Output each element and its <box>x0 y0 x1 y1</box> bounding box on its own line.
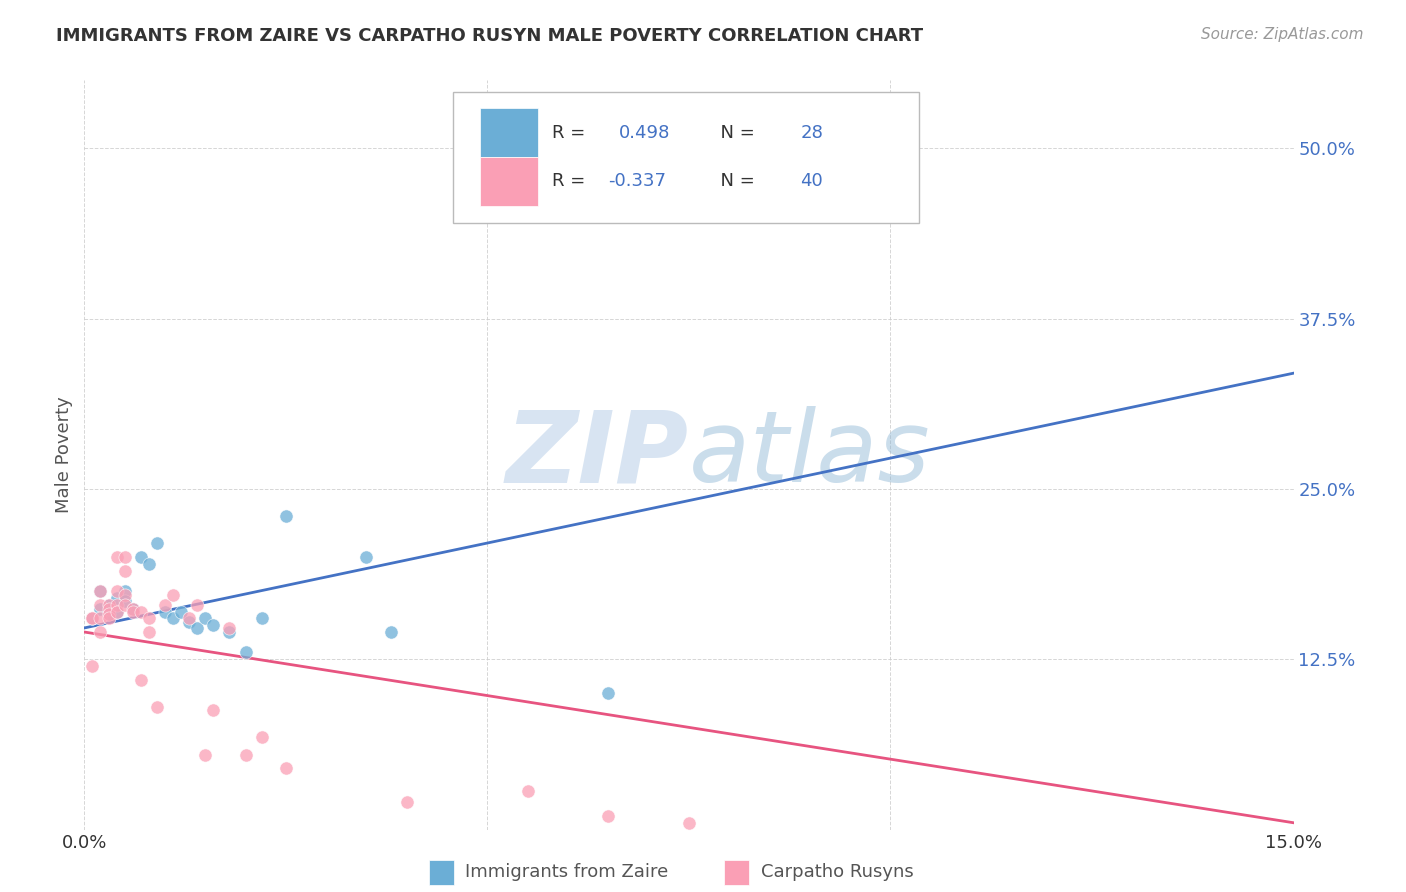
Point <box>82 659 104 673</box>
Text: 40: 40 <box>800 172 823 190</box>
Point <box>274 761 297 775</box>
Point <box>186 598 208 612</box>
Point <box>121 602 143 616</box>
Bar <box>479 157 538 206</box>
Point <box>516 784 538 798</box>
Point <box>799 195 821 210</box>
Point <box>121 605 143 619</box>
Y-axis label: Male Poverty: Male Poverty <box>55 397 73 513</box>
Text: 0.498: 0.498 <box>619 124 671 142</box>
Point <box>97 598 120 612</box>
Point <box>97 607 120 622</box>
Point <box>82 611 104 625</box>
Point <box>162 611 184 625</box>
Point <box>179 615 201 630</box>
Text: R =: R = <box>553 172 592 190</box>
Point <box>97 602 120 616</box>
Point <box>138 557 160 571</box>
Point <box>89 584 111 599</box>
Point <box>114 564 136 578</box>
Point <box>129 673 152 687</box>
Point <box>250 611 273 625</box>
Point <box>170 605 193 619</box>
Point <box>274 509 297 524</box>
Point <box>82 611 104 625</box>
Text: N =: N = <box>710 124 761 142</box>
Point <box>105 605 128 619</box>
Point <box>97 607 120 622</box>
Point <box>202 703 225 717</box>
Point <box>356 550 378 565</box>
Point <box>105 584 128 599</box>
Point <box>202 618 225 632</box>
Point <box>89 625 111 640</box>
Bar <box>479 109 538 157</box>
Point <box>395 795 418 809</box>
Point <box>162 588 184 602</box>
Point <box>380 625 402 640</box>
Point <box>105 550 128 565</box>
Text: atlas: atlas <box>689 407 931 503</box>
Point <box>146 700 169 714</box>
Point <box>114 550 136 565</box>
Point <box>678 815 700 830</box>
Text: N =: N = <box>710 172 761 190</box>
Text: IMMIGRANTS FROM ZAIRE VS CARPATHO RUSYN MALE POVERTY CORRELATION CHART: IMMIGRANTS FROM ZAIRE VS CARPATHO RUSYN … <box>56 27 924 45</box>
Point <box>89 602 111 616</box>
Text: -0.337: -0.337 <box>607 172 666 190</box>
Point <box>105 605 128 619</box>
Point <box>179 611 201 625</box>
Point <box>89 611 111 625</box>
Text: R =: R = <box>553 124 592 142</box>
Point <box>114 598 136 612</box>
Point <box>129 550 152 565</box>
FancyBboxPatch shape <box>453 92 918 223</box>
Text: Carpatho Rusyns: Carpatho Rusyns <box>761 863 914 881</box>
Point <box>194 747 217 762</box>
Point <box>138 611 160 625</box>
Text: ZIP: ZIP <box>506 407 689 503</box>
Point <box>89 598 111 612</box>
Point <box>218 625 240 640</box>
Point <box>218 621 240 635</box>
Point <box>138 625 160 640</box>
Point <box>235 645 257 659</box>
Point <box>598 809 620 823</box>
Point <box>114 588 136 602</box>
Text: Immigrants from Zaire: Immigrants from Zaire <box>465 863 669 881</box>
Point <box>186 621 208 635</box>
Text: 28: 28 <box>800 124 823 142</box>
Point <box>146 536 169 550</box>
Point <box>129 605 152 619</box>
Point <box>105 598 128 612</box>
Point <box>82 611 104 625</box>
Point <box>114 593 136 607</box>
Point <box>97 598 120 612</box>
Point <box>105 591 128 605</box>
Point <box>153 598 176 612</box>
Point <box>121 602 143 616</box>
Point <box>235 747 257 762</box>
Point <box>97 611 120 625</box>
Point <box>598 686 620 700</box>
Point <box>250 730 273 744</box>
Point <box>114 584 136 599</box>
Point <box>194 611 217 625</box>
Text: Source: ZipAtlas.com: Source: ZipAtlas.com <box>1201 27 1364 42</box>
Point <box>89 584 111 599</box>
Point <box>153 605 176 619</box>
